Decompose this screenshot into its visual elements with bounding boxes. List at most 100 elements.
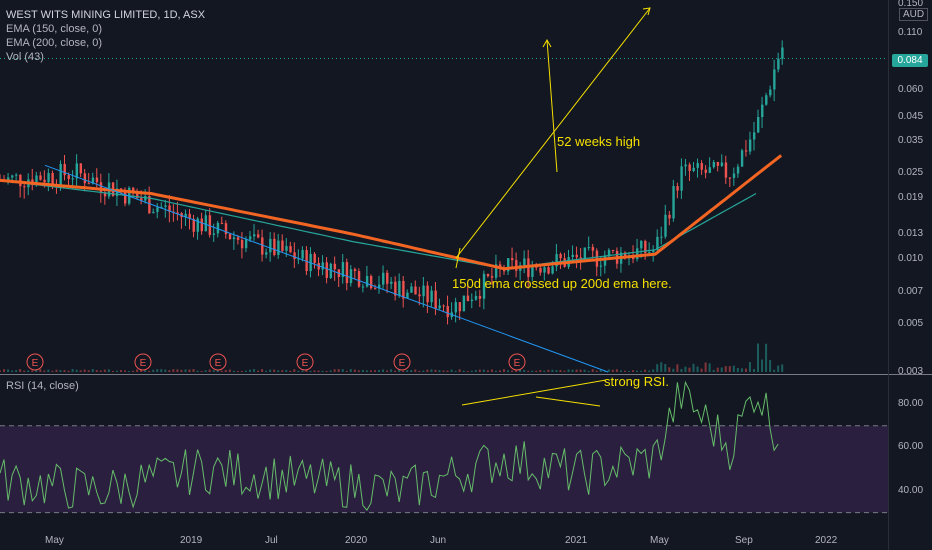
volume-bar — [15, 370, 18, 372]
candle-body — [136, 193, 139, 199]
volume-bar — [523, 369, 526, 372]
volume-bar — [543, 370, 546, 372]
rsi-legend[interactable]: RSI (14, close) — [6, 380, 79, 392]
volume-bar — [301, 370, 304, 372]
volume-bar — [777, 365, 780, 372]
volume-bar — [47, 369, 50, 372]
volume-bar — [579, 369, 582, 372]
volume-bar — [583, 369, 586, 372]
volume-bar — [337, 369, 340, 372]
candle-body — [507, 258, 510, 272]
volume-bar — [724, 366, 727, 372]
candle-body — [19, 174, 22, 187]
legend-ema150[interactable]: EMA (150, close, 0) — [6, 23, 102, 35]
earnings-marker-circle — [508, 353, 526, 371]
volume-bar — [490, 369, 493, 372]
volume-bar — [156, 369, 159, 372]
volume-bar — [132, 370, 135, 372]
rsi-line — [0, 380, 779, 511]
volume-bar — [248, 369, 251, 372]
candle-body — [369, 275, 373, 289]
volume-bar — [188, 369, 191, 372]
volume-bar — [640, 370, 643, 372]
candle-body — [430, 290, 433, 303]
volume-bar — [321, 370, 324, 372]
candle-body — [168, 205, 171, 212]
volume-bar — [333, 369, 336, 372]
volume-bar — [696, 366, 699, 372]
high-arrow — [546, 39, 558, 173]
candle-body — [672, 186, 675, 219]
volume-bar — [281, 370, 284, 372]
candle-body — [406, 292, 409, 299]
candle-body — [394, 281, 397, 296]
volume-bar — [91, 369, 94, 372]
volume-bar — [390, 369, 393, 372]
candle-body — [277, 240, 280, 255]
volume-bar — [285, 369, 288, 372]
legend-vol[interactable]: Vol (43) — [6, 51, 44, 63]
candle-body — [777, 58, 780, 70]
volume-bar — [458, 369, 461, 372]
candle-body — [236, 237, 240, 240]
time-tick-label: 2022 — [815, 535, 838, 546]
candle-body — [422, 285, 425, 297]
volume-bar — [265, 370, 268, 372]
candle-body — [684, 164, 687, 167]
volume-bar — [341, 369, 344, 372]
volume-bar — [587, 370, 590, 372]
legend-ema200[interactable]: EMA (200, close, 0) — [6, 37, 102, 49]
earnings-marker-label: E — [302, 358, 309, 369]
volume-bar — [728, 366, 731, 372]
rsi-tick-label: 60.00 — [898, 441, 924, 453]
volume-bar — [394, 370, 397, 372]
candle-body — [744, 150, 748, 152]
candle-body — [531, 265, 534, 277]
candle-body — [781, 47, 784, 59]
currency-badge[interactable]: AUD — [899, 8, 929, 21]
volume-bar — [200, 370, 203, 372]
time-tick-label: May — [650, 535, 669, 546]
annotation-ema-cross[interactable]: 150d ema crossed up 200d ema here. — [452, 276, 672, 291]
volume-bar — [297, 370, 300, 372]
volume-bar — [704, 362, 707, 372]
annotation-strong-rsi[interactable]: strong RSI. — [604, 374, 670, 389]
volume-bar — [305, 369, 308, 372]
volume-bar — [732, 365, 735, 372]
volume-bar — [434, 369, 437, 372]
earnings-marker-circle — [209, 353, 227, 371]
volume-bar — [329, 370, 332, 372]
trendline-up-arrow — [455, 7, 651, 259]
volume-bar — [164, 369, 167, 372]
candle-body — [599, 265, 603, 267]
candle-body — [148, 196, 151, 214]
volume-bar — [531, 370, 534, 372]
candle-body — [773, 69, 776, 90]
volume-bar — [426, 369, 429, 372]
candle-body — [95, 177, 99, 183]
volume-bar — [103, 369, 106, 372]
volume-bar — [144, 370, 147, 372]
candle-body — [418, 294, 421, 297]
volume-bar — [27, 370, 30, 372]
arrowhead-up — [642, 7, 651, 16]
candle-body — [414, 286, 417, 295]
candle-body — [281, 240, 284, 251]
candle-body — [736, 166, 740, 174]
candle-body — [704, 169, 707, 173]
earnings-marker-label: E — [514, 358, 521, 369]
time-tick-label: May — [45, 535, 64, 546]
volume-bar — [761, 359, 764, 372]
candle-body — [349, 269, 353, 284]
volume-bar — [551, 369, 554, 372]
candle-body — [490, 276, 494, 278]
volume-bar — [63, 370, 66, 372]
volume-bar — [571, 369, 574, 372]
volume-bar — [712, 369, 715, 372]
candle-body — [390, 281, 393, 284]
candle-body — [438, 305, 441, 309]
annotation-52-week-high[interactable]: 52 weeks high — [557, 134, 641, 149]
volume-bar — [293, 369, 296, 372]
